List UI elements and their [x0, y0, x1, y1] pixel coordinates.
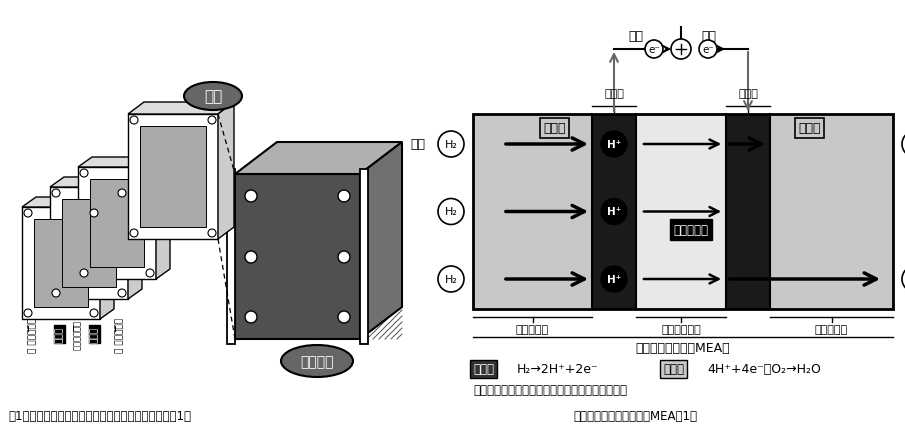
- Polygon shape: [50, 178, 142, 187]
- Ellipse shape: [184, 83, 242, 111]
- Polygon shape: [360, 170, 368, 344]
- Text: 電子: 電子: [628, 30, 643, 43]
- Text: 触媒層: 触媒層: [604, 89, 624, 99]
- Circle shape: [80, 270, 88, 277]
- Text: 燃料極: 燃料極: [543, 122, 566, 135]
- Text: H₂: H₂: [444, 207, 457, 217]
- Polygon shape: [156, 158, 170, 279]
- Polygon shape: [235, 174, 360, 339]
- Polygon shape: [235, 143, 402, 174]
- Circle shape: [338, 251, 350, 263]
- Text: 燃料極: 燃料極: [473, 363, 494, 376]
- Polygon shape: [100, 197, 114, 319]
- Circle shape: [902, 266, 905, 293]
- Bar: [473, 115, 893, 309]
- Polygon shape: [128, 115, 218, 240]
- Text: 空気極: 空気極: [90, 326, 99, 342]
- Text: e⁻: e⁻: [648, 45, 660, 55]
- Text: ー セパレータ: ー セパレータ: [28, 317, 37, 352]
- Circle shape: [438, 199, 464, 225]
- Text: スタック: スタック: [300, 354, 334, 368]
- Polygon shape: [22, 197, 114, 207]
- Circle shape: [90, 210, 98, 217]
- Polygon shape: [90, 180, 144, 267]
- Polygon shape: [128, 178, 142, 299]
- Text: ー セパレータ: ー セパレータ: [115, 317, 124, 352]
- Circle shape: [146, 170, 154, 178]
- Text: H₂: H₂: [444, 274, 457, 284]
- Text: 膜・電極接合体（MEA）: 膜・電極接合体（MEA）: [635, 341, 730, 354]
- Bar: [636, 115, 726, 309]
- Text: H⁺: H⁺: [607, 274, 621, 284]
- Text: 燃料極: 燃料極: [55, 326, 64, 342]
- Polygon shape: [218, 103, 234, 240]
- Text: 水素: 水素: [411, 138, 425, 151]
- Text: ガス拡散層: ガス拡散層: [814, 324, 848, 334]
- Circle shape: [146, 270, 154, 277]
- Bar: [473, 115, 592, 309]
- Text: e⁻: e⁻: [702, 45, 714, 55]
- Circle shape: [671, 40, 691, 60]
- Circle shape: [118, 289, 126, 297]
- Text: 触媒層: 触媒層: [738, 89, 758, 99]
- Text: 空気極: 空気極: [663, 363, 684, 376]
- Polygon shape: [78, 158, 170, 168]
- Text: H₂→2H⁺+2e⁻: H₂→2H⁺+2e⁻: [517, 363, 598, 376]
- Polygon shape: [360, 143, 402, 339]
- Circle shape: [24, 309, 32, 317]
- Text: ガス拡散層: ガス拡散層: [516, 324, 549, 334]
- Circle shape: [208, 117, 216, 125]
- Circle shape: [24, 210, 32, 217]
- Polygon shape: [50, 187, 128, 299]
- Circle shape: [601, 266, 627, 293]
- Circle shape: [699, 41, 717, 59]
- Circle shape: [130, 230, 138, 237]
- Text: H⁺: H⁺: [607, 207, 621, 217]
- Polygon shape: [78, 168, 156, 279]
- Circle shape: [902, 132, 905, 158]
- Text: 負荷: 負荷: [701, 30, 717, 43]
- Circle shape: [245, 251, 257, 263]
- Circle shape: [130, 117, 138, 125]
- Polygon shape: [227, 170, 235, 344]
- Circle shape: [338, 311, 350, 323]
- Circle shape: [80, 170, 88, 178]
- Text: 固体高分子膜を２枚の電極で挟み接合してある。: 固体高分子膜を２枚の電極で挟み接合してある。: [473, 384, 627, 397]
- Circle shape: [438, 266, 464, 293]
- Circle shape: [90, 309, 98, 317]
- Polygon shape: [22, 207, 100, 319]
- Text: H⁺: H⁺: [607, 140, 621, 150]
- Text: 固体高分子膜: 固体高分子膜: [662, 324, 700, 334]
- Circle shape: [118, 190, 126, 197]
- Bar: [726, 115, 770, 309]
- Text: 4H⁺+4e⁻＋O₂→H₂O: 4H⁺+4e⁻＋O₂→H₂O: [707, 363, 821, 376]
- Circle shape: [438, 132, 464, 158]
- Polygon shape: [62, 200, 116, 287]
- Bar: [770, 115, 893, 309]
- Circle shape: [338, 191, 350, 203]
- Bar: [592, 115, 636, 309]
- Polygon shape: [34, 220, 88, 307]
- Circle shape: [601, 132, 627, 158]
- Ellipse shape: [281, 345, 353, 377]
- Polygon shape: [128, 103, 234, 115]
- Circle shape: [52, 190, 60, 197]
- Text: 図２　膜・電極接合体（MEA）1）: 図２ 膜・電極接合体（MEA）1）: [573, 410, 697, 423]
- Circle shape: [645, 41, 663, 59]
- Circle shape: [52, 289, 60, 297]
- Text: 固体高分子膜: 固体高分子膜: [73, 319, 82, 349]
- Text: 空気極: 空気極: [798, 122, 821, 135]
- Circle shape: [245, 311, 257, 323]
- Circle shape: [601, 199, 627, 225]
- Text: 水素イオン: 水素イオン: [673, 224, 709, 237]
- Circle shape: [208, 230, 216, 237]
- Text: H₂: H₂: [444, 140, 457, 150]
- Text: 図1　　セルとスタック（固体高分子形燃料電池）　1）: 図1 セルとスタック（固体高分子形燃料電池） 1）: [8, 410, 191, 423]
- Polygon shape: [140, 127, 206, 227]
- Circle shape: [245, 191, 257, 203]
- Text: セル: セル: [204, 89, 222, 104]
